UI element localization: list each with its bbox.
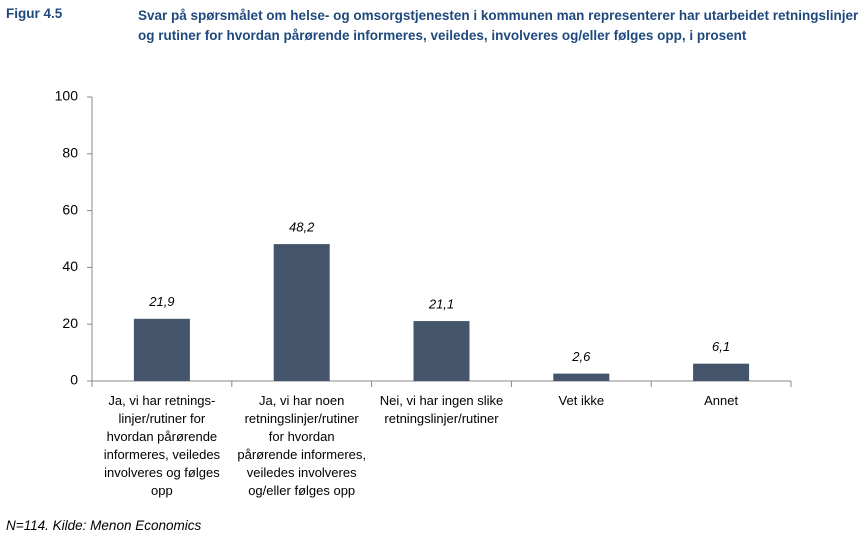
value-label: 21,9 — [148, 294, 174, 309]
value-label: 21,1 — [428, 297, 454, 312]
x-tick-label: Annet — [704, 393, 739, 408]
value-label: 48,2 — [289, 220, 315, 235]
bar — [273, 244, 330, 381]
x-tick-label: Ja, vi har noen retningslinjer/rutiner f… — [237, 393, 366, 498]
y-tick-label: 0 — [70, 372, 78, 388]
y-tick-label: 40 — [62, 258, 78, 274]
x-tick-label: Vet ikke — [558, 393, 605, 408]
x-tick-label: Ja, vi har retnings- linjer/rutiner for … — [103, 393, 221, 498]
value-label: 6,1 — [712, 339, 730, 354]
chart-title: Svar på spørsmålet om helse- og omsorgst… — [138, 8, 859, 43]
value-label: 2,6 — [571, 349, 591, 364]
bar — [693, 363, 750, 381]
x-tick-label: Nei, vi har ingen slike retningslinjer/r… — [379, 393, 504, 426]
source-note: N=114. Kilde: Menon Economics — [6, 518, 202, 533]
y-tick-label: 100 — [55, 88, 79, 104]
bar — [553, 373, 610, 381]
y-tick-label: 20 — [62, 315, 78, 331]
bar — [133, 318, 190, 381]
figure-label: Figur 4.5 — [6, 6, 63, 21]
bar — [413, 321, 470, 381]
y-tick-label: 80 — [62, 145, 78, 161]
y-tick-label: 60 — [62, 201, 78, 217]
